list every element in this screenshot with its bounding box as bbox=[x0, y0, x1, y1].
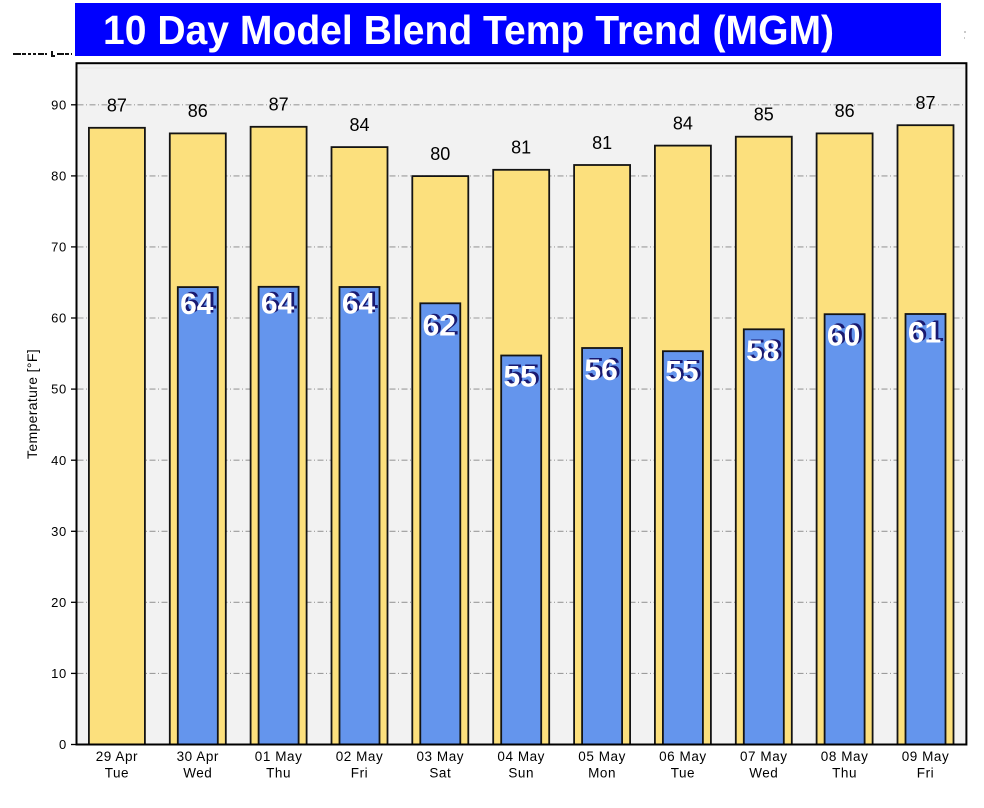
svg-text:30: 30 bbox=[51, 524, 67, 539]
svg-text:Wed: Wed bbox=[183, 765, 212, 780]
svg-text:05 May: 05 May bbox=[578, 749, 626, 764]
svg-text:81: 81 bbox=[511, 138, 531, 158]
svg-text:64: 64 bbox=[264, 287, 298, 320]
svg-text:85: 85 bbox=[754, 105, 774, 125]
svg-text:Wed: Wed bbox=[749, 765, 778, 780]
svg-text:64: 64 bbox=[342, 287, 376, 320]
svg-text:60: 60 bbox=[827, 319, 860, 352]
svg-text:07 May: 07 May bbox=[740, 749, 788, 764]
svg-text:01 May: 01 May bbox=[255, 749, 303, 764]
svg-text:84: 84 bbox=[673, 113, 693, 133]
svg-text:90: 90 bbox=[51, 97, 67, 112]
svg-text:87: 87 bbox=[269, 95, 289, 115]
svg-text:40: 40 bbox=[51, 453, 67, 468]
svg-text:Thu: Thu bbox=[832, 765, 857, 780]
svg-text:50: 50 bbox=[51, 382, 67, 397]
svg-text:86: 86 bbox=[835, 101, 855, 121]
svg-text:20: 20 bbox=[51, 595, 67, 610]
svg-text:Sat: Sat bbox=[429, 765, 451, 780]
svg-text:Temperature [°F]: Temperature [°F] bbox=[24, 349, 40, 459]
svg-text:62: 62 bbox=[425, 308, 458, 341]
svg-text:Thu: Thu bbox=[266, 765, 291, 780]
svg-text:64: 64 bbox=[261, 288, 295, 321]
svg-text:80: 80 bbox=[51, 169, 67, 184]
svg-text:30 Apr: 30 Apr bbox=[177, 749, 219, 764]
svg-text:80: 80 bbox=[430, 144, 450, 164]
svg-text:Tue: Tue bbox=[105, 765, 129, 780]
svg-text:08 May: 08 May bbox=[821, 749, 869, 764]
svg-text:84: 84 bbox=[349, 115, 369, 135]
svg-text:55: 55 bbox=[506, 359, 539, 392]
svg-text:09 May: 09 May bbox=[902, 749, 950, 764]
svg-text:61: 61 bbox=[911, 315, 944, 348]
svg-text:62: 62 bbox=[423, 310, 456, 343]
svg-text:Mon: Mon bbox=[588, 765, 616, 780]
svg-text:64: 64 bbox=[345, 286, 379, 319]
svg-text:03 May: 03 May bbox=[417, 749, 465, 764]
svg-text:87: 87 bbox=[915, 93, 935, 113]
svg-text:60: 60 bbox=[51, 311, 67, 326]
svg-text:29 Apr: 29 Apr bbox=[96, 749, 138, 764]
svg-text:06 May: 06 May bbox=[659, 749, 707, 764]
svg-text:55: 55 bbox=[665, 356, 698, 389]
svg-text:58: 58 bbox=[746, 335, 779, 368]
svg-text:02 May: 02 May bbox=[336, 749, 384, 764]
svg-text:56: 56 bbox=[584, 354, 617, 387]
svg-text:86: 86 bbox=[188, 101, 208, 121]
svg-text:70: 70 bbox=[51, 240, 67, 255]
svg-text:58: 58 bbox=[749, 334, 782, 367]
svg-text:64: 64 bbox=[180, 288, 214, 321]
svg-text:0: 0 bbox=[59, 737, 67, 752]
svg-text:Sun: Sun bbox=[508, 765, 534, 780]
svg-text:Tue: Tue bbox=[671, 765, 695, 780]
svg-text:10: 10 bbox=[51, 666, 67, 681]
svg-text:60: 60 bbox=[830, 318, 863, 351]
svg-text:81: 81 bbox=[592, 133, 612, 153]
svg-text:61: 61 bbox=[908, 316, 941, 349]
svg-text:87: 87 bbox=[107, 96, 127, 116]
svg-text:04 May: 04 May bbox=[497, 749, 545, 764]
svg-text:64: 64 bbox=[183, 287, 217, 320]
svg-text:Fri: Fri bbox=[917, 765, 934, 780]
svg-text:Fri: Fri bbox=[351, 765, 368, 780]
svg-text:56: 56 bbox=[587, 353, 620, 386]
svg-text:55: 55 bbox=[668, 354, 701, 387]
svg-text:55: 55 bbox=[504, 360, 537, 393]
